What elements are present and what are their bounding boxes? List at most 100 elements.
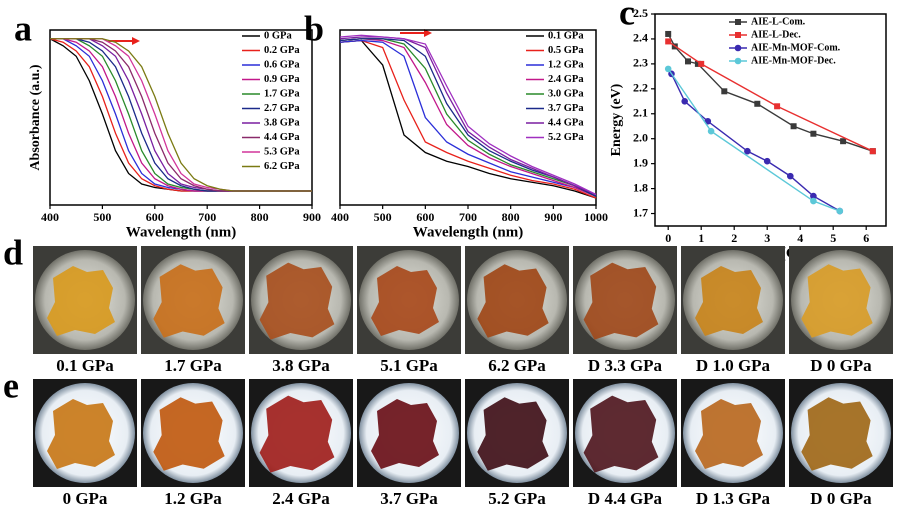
panel-label: b: [304, 8, 324, 48]
photo-caption: 5.1 GPa: [380, 356, 438, 375]
photo-caption: 0.1 GPa: [56, 356, 114, 375]
y-axis-label: Absorbance (a.u.): [28, 64, 43, 171]
series-line: [667, 68, 841, 212]
x-tick-label: 800: [502, 210, 520, 224]
arrow-head: [132, 37, 140, 45]
photo-sample: [801, 264, 873, 338]
x-tick-label: 6: [863, 231, 869, 245]
y-tick-label: 2.5: [633, 6, 648, 20]
legend-label: 1.7 GPa: [264, 88, 300, 99]
photo-sample: [371, 266, 439, 336]
data-point: [787, 172, 794, 180]
photo-sample: [695, 266, 763, 336]
x-tick-label: 2: [731, 231, 737, 245]
legend-label: AIE-Mn-MOF-Dec.: [751, 55, 836, 66]
legend-label: 3.7 GPa: [548, 103, 584, 114]
photo-sample: [477, 264, 549, 338]
legend-marker: [735, 32, 741, 38]
data-point: [694, 60, 701, 67]
y-tick-label: 2.1: [633, 106, 648, 120]
legend-label: AIE-L-Dec.: [751, 29, 801, 40]
photo-sample: [583, 395, 659, 473]
x-tick-label: 500: [374, 210, 392, 224]
photo-caption: 1.7 GPa: [164, 356, 222, 375]
legend-label: 0.1 GPa: [548, 30, 584, 41]
y-tick-label: 1.8: [633, 180, 648, 194]
photo-caption: 1.2 GPa: [164, 489, 222, 508]
legend-label: 2.7 GPa: [264, 103, 300, 114]
legend-marker: [734, 57, 742, 65]
legend-label: 2.4 GPa: [548, 74, 584, 85]
legend-label: 0.5 GPa: [548, 45, 584, 56]
series-line: [670, 73, 841, 212]
data-point: [840, 138, 847, 145]
panel-label: a: [14, 8, 32, 48]
y-axis-label: Energy (eV): [609, 83, 624, 156]
data-point: [754, 100, 761, 107]
x-tick-label: 400: [331, 210, 349, 224]
data-point: [774, 103, 781, 110]
legend-label: 0.6 GPa: [264, 59, 300, 70]
arrow-head: [424, 29, 432, 37]
x-tick-label: 500: [93, 210, 111, 224]
legend-label: AIE-Mn-MOF-Com.: [751, 42, 841, 53]
data-point: [685, 58, 691, 65]
data-point: [810, 130, 817, 137]
y-tick-label: 2.0: [633, 130, 648, 144]
x-tick-label: 400: [41, 210, 59, 224]
legend-label: 6.2 GPa: [264, 161, 300, 172]
legend-label: 1.2 GPa: [548, 59, 584, 70]
plot-frame: [654, 13, 887, 227]
photo-caption: D 0 GPa: [810, 489, 872, 508]
data-point: [681, 97, 688, 105]
photo-caption: 6.2 GPa: [488, 356, 546, 375]
panel-label: d: [3, 232, 23, 272]
data-point: [836, 207, 844, 215]
photo-caption: D 1.3 GPa: [696, 489, 771, 508]
x-axis-label: Wavelength (nm): [413, 224, 523, 240]
y-tick-label: 2.3: [633, 56, 648, 70]
photo-caption: D 3.3 GPa: [588, 356, 663, 375]
legend-label: 0 GPa: [264, 30, 292, 41]
series-line: [339, 38, 597, 197]
photo-caption: 5.2 GPa: [488, 489, 546, 508]
plot-frame: [49, 29, 313, 206]
data-point: [665, 38, 672, 45]
legend-label: 0.2 GPa: [264, 45, 300, 56]
photo-caption: 2.4 GPa: [272, 489, 330, 508]
x-tick-label: 0: [665, 231, 671, 245]
data-point: [869, 148, 876, 155]
x-tick-label: 900: [303, 210, 321, 224]
series-line: [667, 33, 874, 152]
photo-caption: D 0 GPa: [810, 356, 872, 375]
legend-label: 3.0 GPa: [548, 88, 584, 99]
legend-label: 5.3 GPa: [264, 146, 300, 157]
x-tick-label: 700: [459, 210, 477, 224]
data-point: [744, 147, 751, 155]
series-line: [339, 39, 597, 199]
x-tick-label: 3: [764, 231, 770, 245]
x-tick-label: 1: [698, 231, 704, 245]
legend-label: 3.8 GPa: [264, 117, 300, 128]
legend-label: 5.2 GPa: [548, 132, 584, 143]
series-line: [50, 38, 312, 192]
photo-caption: 3.7 GPa: [380, 489, 438, 508]
y-tick-label: 1.7: [633, 205, 648, 219]
x-tick-label: 1000: [584, 210, 608, 224]
x-tick-label: 800: [251, 210, 269, 224]
x-tick-label: 5: [830, 231, 836, 245]
photo-caption: D 4.4 GPa: [588, 489, 663, 508]
series-line: [339, 34, 597, 196]
data-point: [790, 123, 797, 130]
y-tick-label: 2.4: [633, 31, 648, 45]
legend-label: 0.9 GPa: [264, 74, 300, 85]
data-point: [698, 60, 705, 67]
photo-sample: [47, 399, 115, 469]
data-point: [763, 157, 771, 165]
legend-label: 4.4 GPa: [264, 132, 300, 143]
photo-sample: [259, 395, 335, 473]
photo-sample: [153, 397, 225, 471]
x-tick-label: 900: [544, 210, 562, 224]
series-line: [667, 40, 874, 152]
